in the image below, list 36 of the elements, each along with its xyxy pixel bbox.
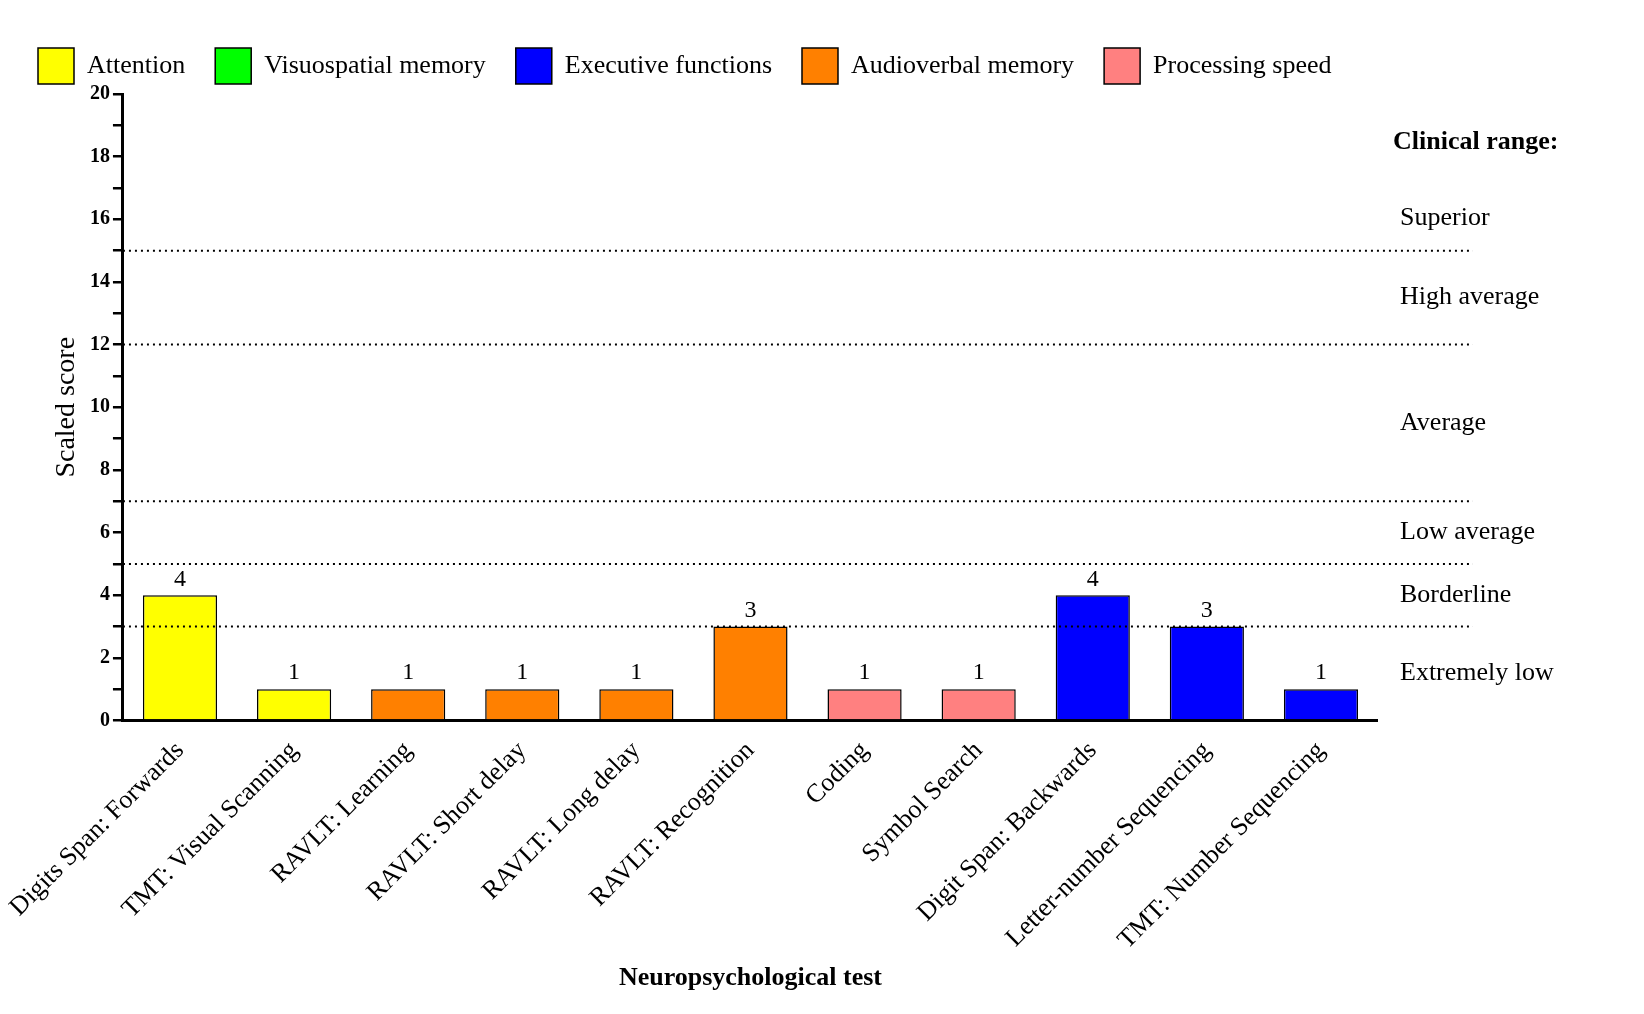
y-axis-title: Scaled score xyxy=(48,336,80,478)
legend-label: Visuospatial memory xyxy=(264,49,486,79)
data-label: 1 xyxy=(972,658,985,685)
legend-label: Processing speed xyxy=(1153,49,1332,79)
y-tick-label: 16 xyxy=(89,206,110,229)
data-label: 1 xyxy=(1314,658,1327,685)
data-label: 1 xyxy=(402,658,415,685)
data-label: 1 xyxy=(516,658,529,685)
x-axis-title: Neuropsychological test xyxy=(618,962,883,992)
annotation: Borderline xyxy=(1400,579,1512,609)
annotation: High average xyxy=(1400,281,1540,311)
data-label: 3 xyxy=(1200,595,1213,622)
data-label: 1 xyxy=(288,658,301,685)
y-tick-label: 10 xyxy=(89,394,110,417)
annotation: Extremely low xyxy=(1400,657,1555,687)
annotation: Clinical range: xyxy=(1393,125,1559,155)
y-tick-label: 8 xyxy=(99,457,110,480)
legend-label: Attention xyxy=(87,49,186,79)
y-tick-label: 18 xyxy=(89,143,110,166)
data-label: 4 xyxy=(173,564,186,591)
annotation: Low average xyxy=(1400,516,1535,546)
legend-label: Audioverbal memory xyxy=(851,49,1075,79)
y-tick-label: 20 xyxy=(89,81,110,104)
y-tick-label: 14 xyxy=(89,269,110,292)
data-label: 1 xyxy=(630,658,643,685)
data-label: 4 xyxy=(1086,564,1099,591)
annotation: Average xyxy=(1400,406,1487,436)
y-tick-label: 6 xyxy=(99,519,110,542)
data-label: 3 xyxy=(744,595,757,622)
annotation: Superior xyxy=(1400,202,1490,232)
y-tick-label: 0 xyxy=(99,707,110,730)
y-tick-label: 12 xyxy=(89,331,110,354)
y-tick-label: 2 xyxy=(99,645,110,668)
y-tick-label: 4 xyxy=(99,582,110,605)
data-label: 1 xyxy=(858,658,871,685)
legend-label: Executive functions xyxy=(564,49,772,79)
